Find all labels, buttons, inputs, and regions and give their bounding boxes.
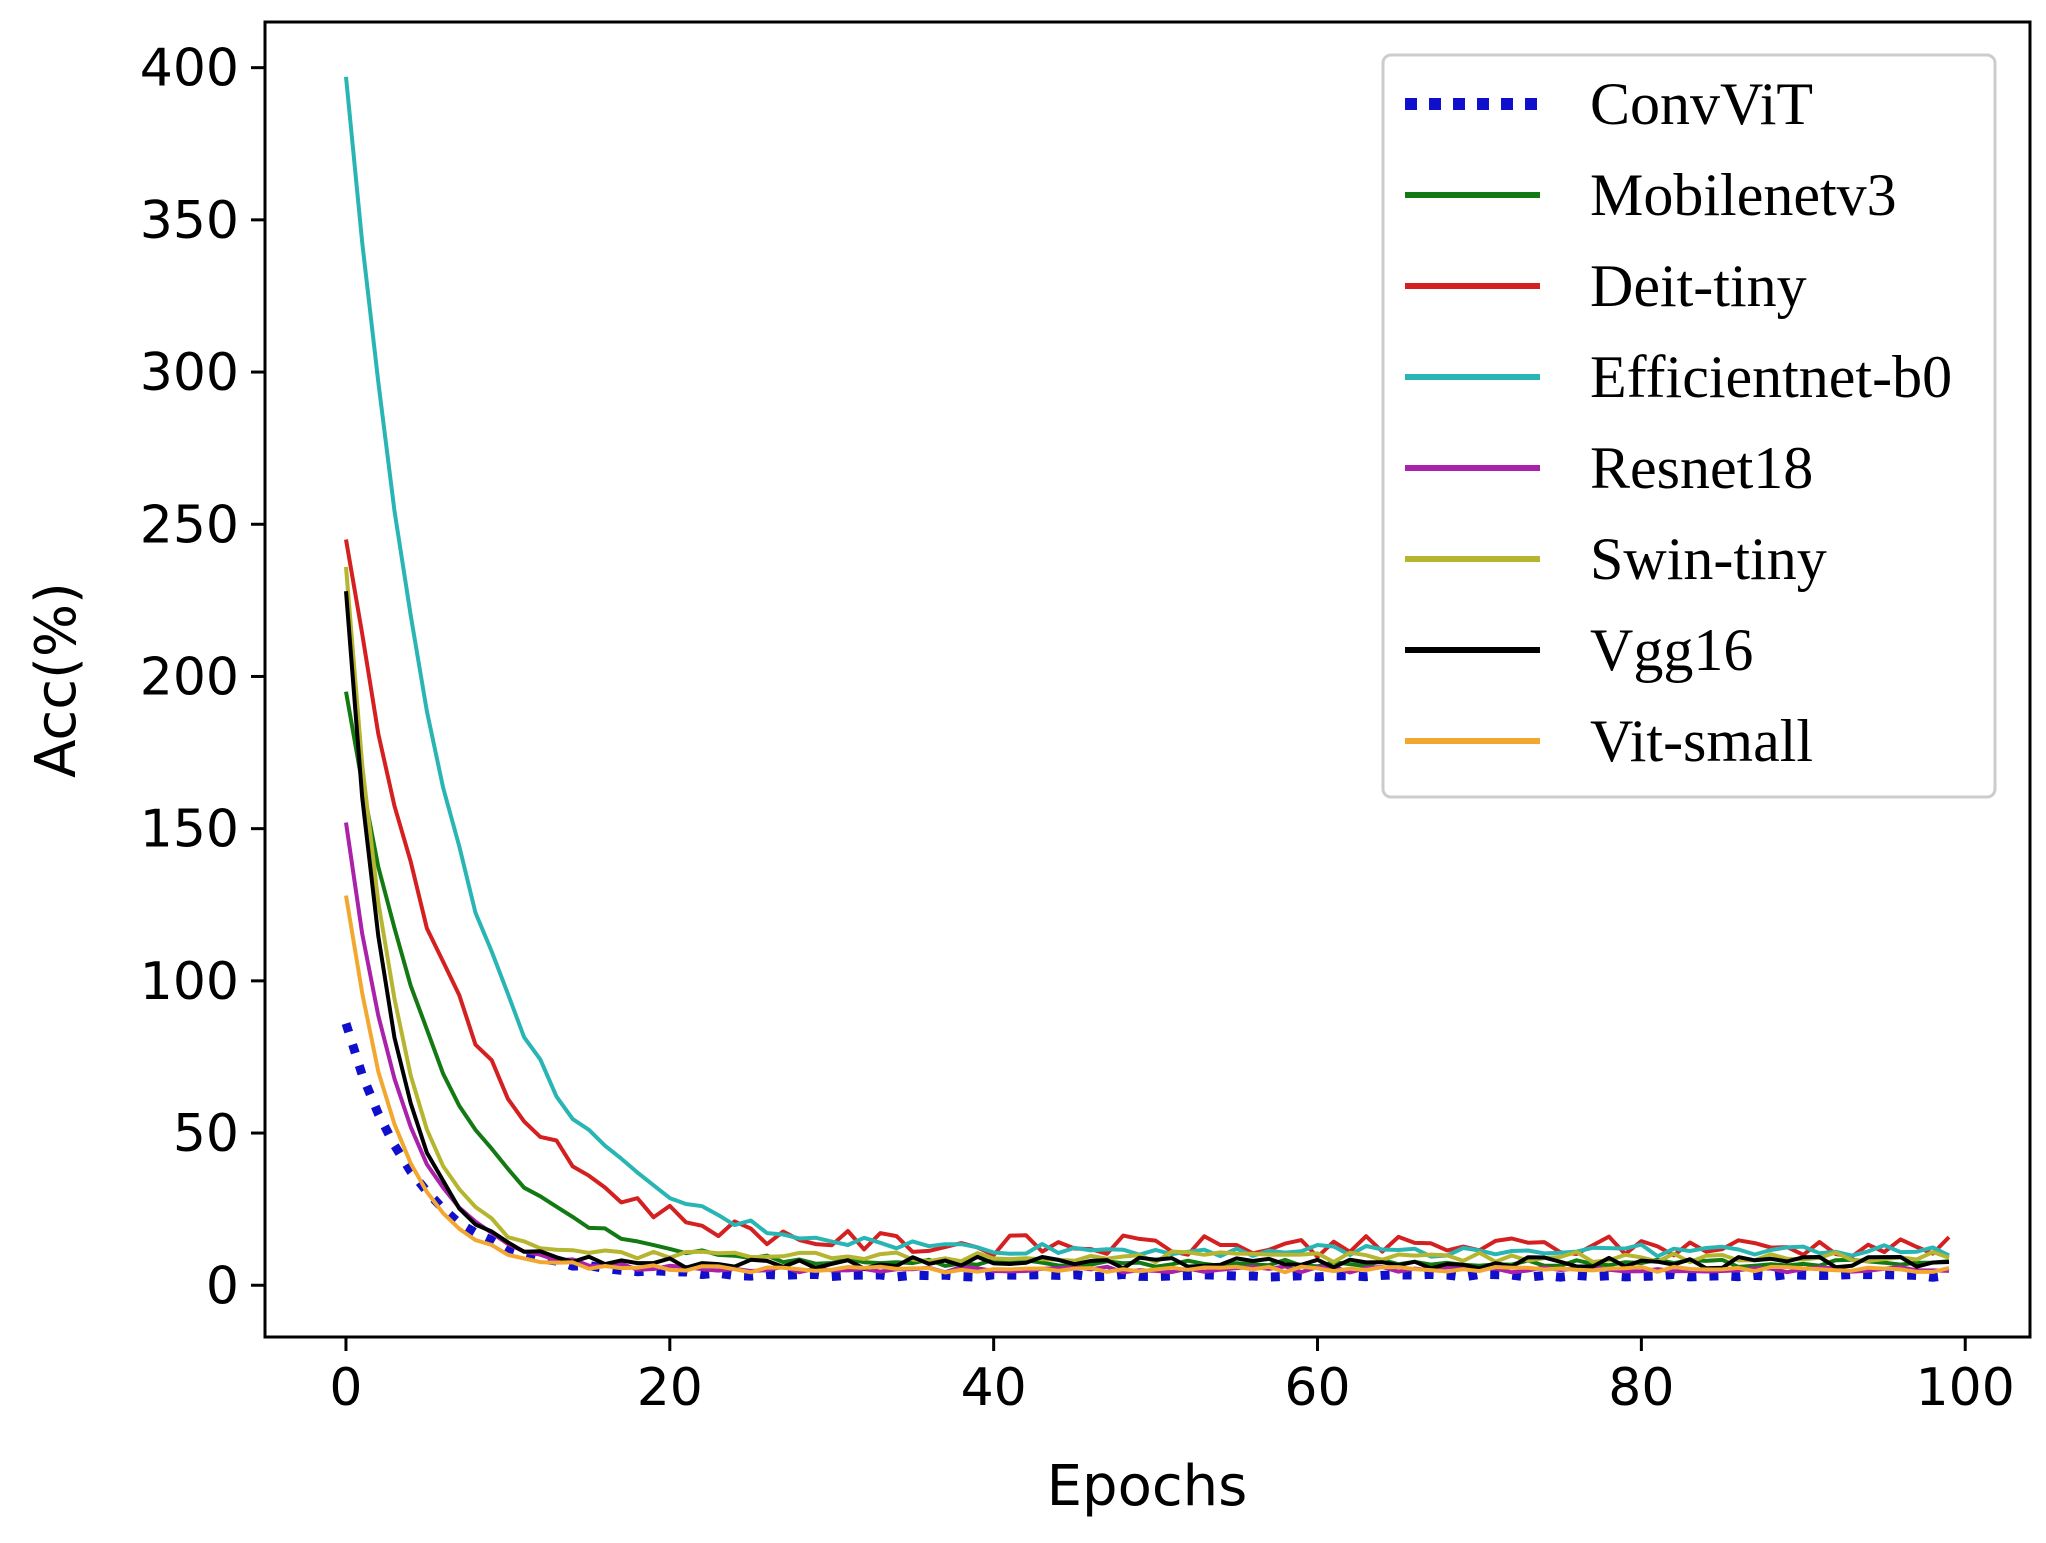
- x-tick-label: 40: [961, 1358, 1027, 1418]
- series-line-convvit: [341, 1022, 1950, 1282]
- legend-label: ConvViT: [1590, 71, 1813, 137]
- x-tick-label: 80: [1608, 1358, 1674, 1418]
- series-line-efficientnet-b0: [344, 76, 1950, 1259]
- legend-label: Vit-small: [1590, 708, 1813, 774]
- legend-label: Swin-tiny: [1590, 526, 1827, 592]
- y-tick-label: 350: [140, 191, 239, 251]
- y-axis-label: Acc(%): [24, 582, 89, 778]
- x-tick-label: 20: [637, 1358, 703, 1418]
- legend-box: [1381, 53, 1997, 799]
- series-line-vit-small: [344, 895, 1950, 1275]
- legend-label: Efficientnet-b0: [1590, 344, 1952, 410]
- x-tick-label: 0: [329, 1358, 362, 1418]
- legend-label: Resnet18: [1590, 435, 1813, 501]
- y-tick-label: 50: [173, 1104, 239, 1164]
- y-tick-label: 300: [140, 343, 239, 403]
- y-tick-label: 400: [140, 39, 239, 99]
- y-tick-label: 200: [140, 647, 239, 707]
- y-tick-label: 150: [140, 800, 239, 860]
- legend-label: Mobilenetv3: [1590, 162, 1897, 228]
- x-tick-label: 60: [1284, 1358, 1350, 1418]
- y-tick-label: 100: [140, 952, 239, 1012]
- legend-label: Vgg16: [1590, 617, 1753, 683]
- x-axis-ticks: 0 20 40 60 80 100: [329, 1337, 2015, 1418]
- y-tick-label: 250: [140, 495, 239, 555]
- y-axis-ticks: 0 50 100 150 200 250 300 350 400: [140, 39, 265, 1316]
- series-line-vgg16: [344, 591, 1950, 1271]
- x-axis-label: Epochs: [1047, 1454, 1248, 1519]
- x-tick-label: 100: [1916, 1358, 2015, 1418]
- legend-label: Deit-tiny: [1590, 253, 1807, 319]
- legend: ConvViT Mobilenetv3 Deit-tiny Efficientnet-…: [1381, 53, 1997, 799]
- y-tick-label: 0: [206, 1256, 239, 1316]
- series-layer: [341, 76, 1951, 1282]
